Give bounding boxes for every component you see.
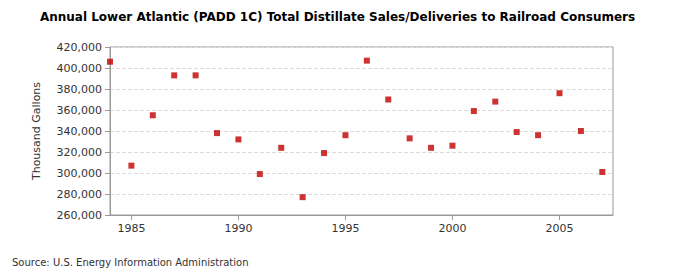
svg-text:360,000: 360,000 bbox=[57, 104, 103, 117]
svg-text:Thousand Gallons: Thousand Gallons bbox=[30, 82, 43, 181]
svg-text:340,000: 340,000 bbox=[57, 125, 103, 138]
svg-text:2005: 2005 bbox=[545, 222, 573, 235]
svg-text:2000: 2000 bbox=[438, 222, 466, 235]
svg-text:Annual Lower Atlantic (PADD 1C: Annual Lower Atlantic (PADD 1C) Total Di… bbox=[40, 10, 635, 24]
svg-text:280,000: 280,000 bbox=[57, 188, 103, 201]
svg-text:1990: 1990 bbox=[224, 222, 252, 235]
svg-text:Source: U.S. Energy Informatio: Source: U.S. Energy Information Administ… bbox=[12, 257, 249, 268]
svg-text:1985: 1985 bbox=[117, 222, 145, 235]
svg-text:300,000: 300,000 bbox=[57, 167, 103, 180]
svg-text:1995: 1995 bbox=[331, 222, 359, 235]
svg-text:260,000: 260,000 bbox=[57, 209, 103, 222]
svg-text:420,000: 420,000 bbox=[57, 41, 103, 54]
svg-text:400,000: 400,000 bbox=[57, 62, 103, 75]
svg-text:320,000: 320,000 bbox=[57, 146, 103, 159]
svg-text:380,000: 380,000 bbox=[57, 83, 103, 96]
